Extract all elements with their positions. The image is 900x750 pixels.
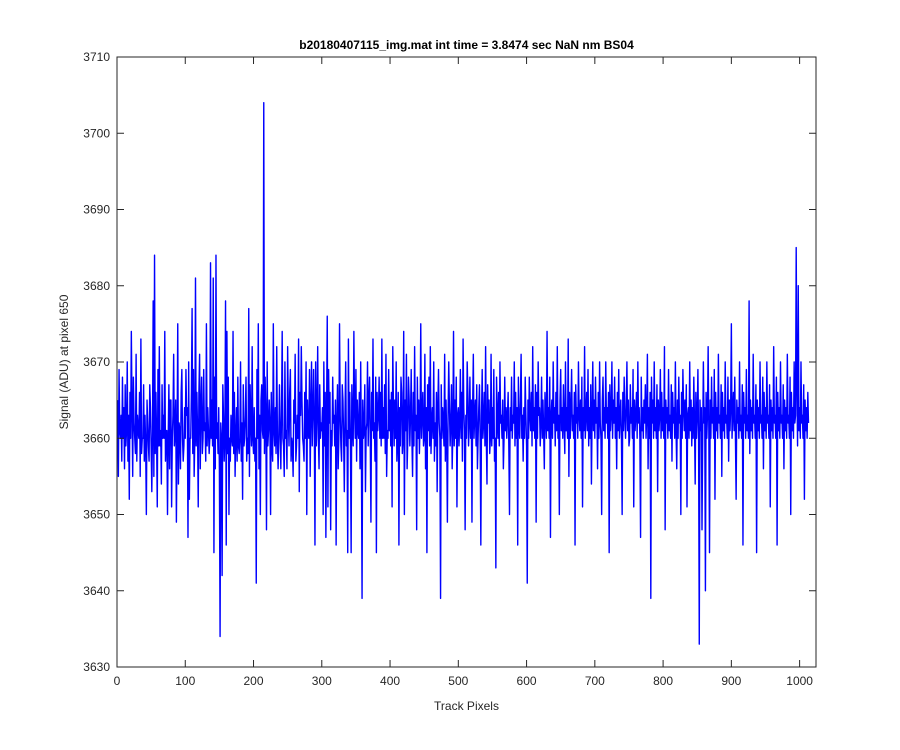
y-tick-label: 3640 xyxy=(83,584,110,598)
series-line xyxy=(116,102,810,645)
y-tick-label: 3630 xyxy=(83,660,110,674)
x-tick-label: 1000 xyxy=(786,674,813,688)
x-axis-label: Track Pixels xyxy=(434,699,499,713)
x-tick-label: 300 xyxy=(312,674,332,688)
y-tick-label: 3690 xyxy=(83,203,110,217)
x-tick-label: 800 xyxy=(653,674,673,688)
x-tick-label: 400 xyxy=(380,674,400,688)
x-tick-label: 900 xyxy=(721,674,741,688)
chart-title: b20180407115_img.mat int time = 3.8474 s… xyxy=(299,38,634,52)
axes-box xyxy=(116,56,817,668)
x-tick-label: 700 xyxy=(585,674,605,688)
x-tick-label: 600 xyxy=(517,674,537,688)
x-tick-label: 100 xyxy=(175,674,195,688)
y-tick-label: 3650 xyxy=(83,508,110,522)
y-tick-label: 3680 xyxy=(83,279,110,293)
y-tick-label: 3660 xyxy=(83,431,110,445)
y-tick-label: 3670 xyxy=(83,355,110,369)
ticks-layer: 0 100 200 300 400 500 600 700 800 900 1000 3630 3640… xyxy=(83,50,816,688)
y-tick-label: 3710 xyxy=(83,50,110,64)
x-tick-label: 500 xyxy=(448,674,468,688)
x-tick-label: 0 xyxy=(114,674,121,688)
y-axis-label: Signal (ADU) at pixel 650 xyxy=(57,294,71,429)
series-layer xyxy=(116,102,810,645)
x-tick-label: 200 xyxy=(244,674,264,688)
y-tick-label: 3700 xyxy=(83,126,110,140)
